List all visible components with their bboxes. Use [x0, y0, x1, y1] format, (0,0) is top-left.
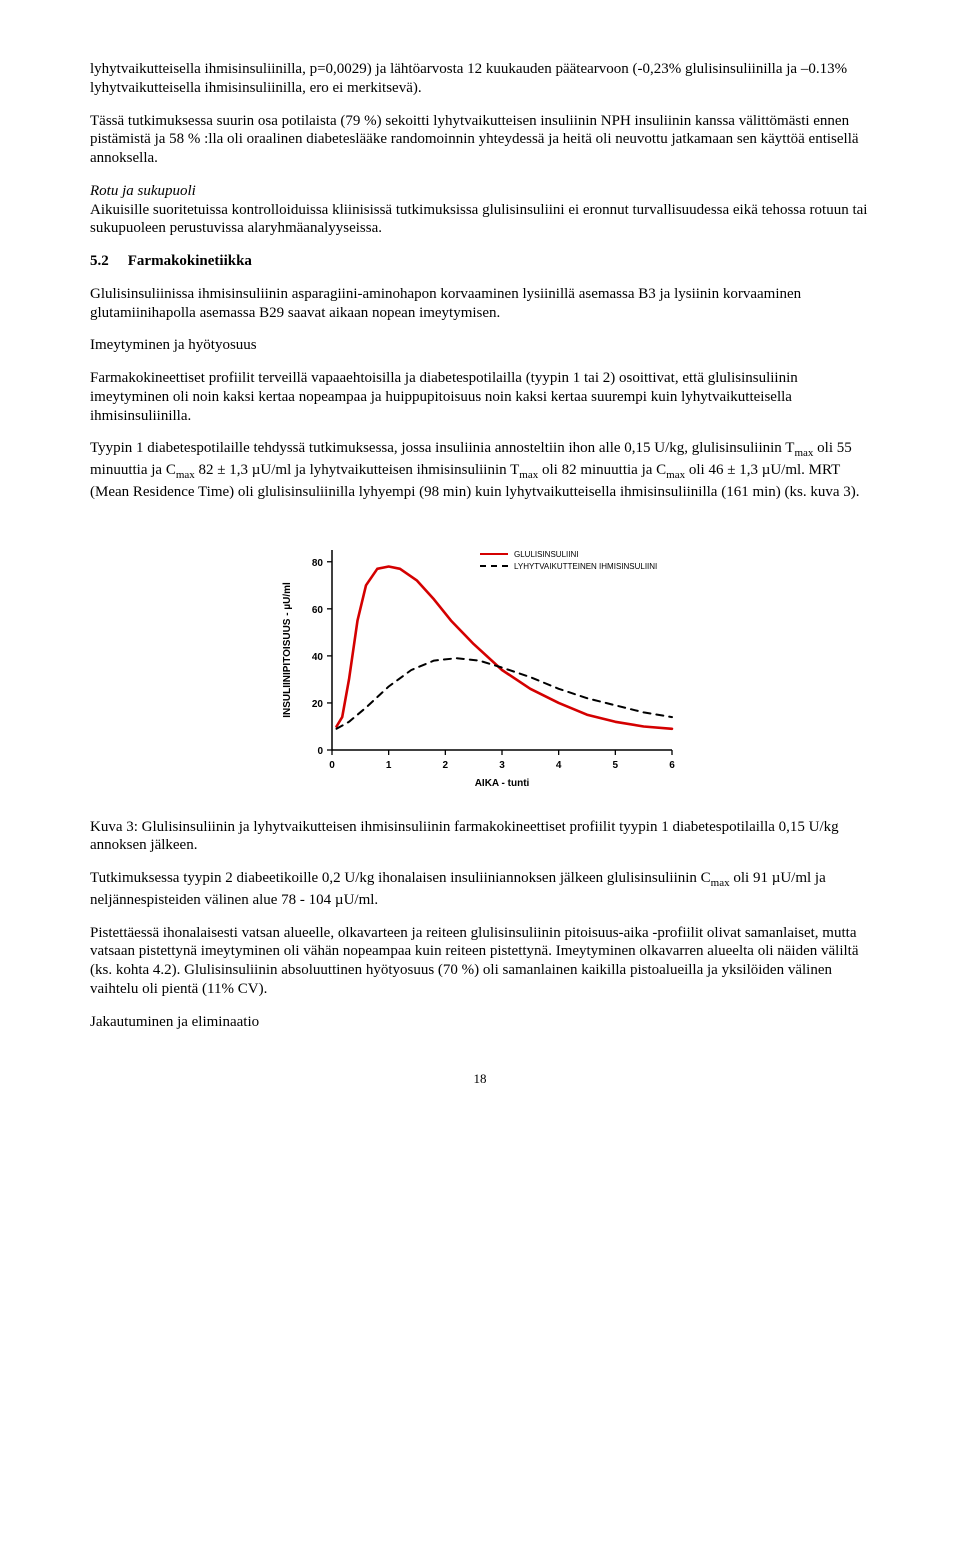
text-run: 82 ± 1,3 µU/ml ja lyhytvaikutteisen ihmi… [195, 462, 520, 478]
subscript: max [519, 469, 538, 481]
paragraph: Jakautuminen ja eliminaatio [90, 1013, 870, 1032]
section-number: 5.2 [90, 252, 124, 271]
svg-text:60: 60 [312, 604, 324, 615]
paragraph: Tutkimuksessa tyypin 2 diabeetikoille 0,… [90, 869, 870, 910]
text-run: Tyypin 1 diabetespotilaille tehdyssä tut… [90, 440, 794, 456]
section-heading: 5.2 Farmakokinetiikka [90, 252, 870, 271]
paragraph: Glulisinsuliinissa ihmisinsuliinin aspar… [90, 285, 870, 323]
paragraph: Imeytyminen ja hyötyosuus [90, 336, 870, 355]
svg-text:5: 5 [613, 760, 619, 771]
svg-text:6: 6 [669, 760, 675, 771]
svg-text:AIKA - tunti: AIKA - tunti [475, 778, 530, 789]
svg-text:2: 2 [443, 760, 449, 771]
svg-text:0: 0 [329, 760, 335, 771]
subscript: max [176, 469, 195, 481]
pk-profile-chart: 0 20 40 60 80 0 1 2 3 4 5 6 INSULIINIPITOISUUS - µU/… [270, 532, 690, 792]
svg-text:4: 4 [556, 760, 562, 771]
svg-text:3: 3 [499, 760, 505, 771]
text-run: oli 82 minuuttia ja C [538, 462, 666, 478]
chart-svg: 0 20 40 60 80 0 1 2 3 4 5 6 INSULIINIPITOISUUS - µU/… [270, 532, 690, 792]
paragraph: Tässä tutkimuksessa suurin osa potilaist… [90, 112, 870, 168]
svg-text:INSULIINIPITOISUUS - µU/ml: INSULIINIPITOISUUS - µU/ml [282, 581, 293, 717]
svg-text:40: 40 [312, 651, 324, 662]
inline-heading: Rotu ja sukupuoli [90, 183, 196, 199]
figure-caption: Kuva 3: Glulisinsuliinin ja lyhytvaikutt… [90, 818, 870, 856]
text-run: Tutkimuksessa tyypin 2 diabeetikoille 0,… [90, 870, 711, 886]
subscript: max [666, 469, 685, 481]
subscript: max [794, 447, 813, 459]
svg-text:0: 0 [317, 746, 323, 757]
paragraph-body: Aikuisille suoritetuissa kontrolloiduiss… [90, 202, 867, 237]
paragraph: Rotu ja sukupuoli Aikuisille suoritetuis… [90, 182, 870, 238]
paragraph: lyhytvaikutteisella ihmisinsuliinilla, p… [90, 60, 870, 98]
paragraph: Pistettäessä ihonalaisesti vatsan alueel… [90, 924, 870, 999]
svg-text:GLULISINSULIINI: GLULISINSULIINI [514, 550, 578, 559]
svg-text:1: 1 [386, 760, 392, 771]
svg-text:LYHYTVAIKUTTEINEN IHMISINSULII: LYHYTVAIKUTTEINEN IHMISINSULIINI [514, 562, 657, 571]
page-number: 18 [90, 1071, 870, 1087]
paragraph: Tyypin 1 diabetespotilaille tehdyssä tut… [90, 439, 870, 501]
svg-text:20: 20 [312, 698, 324, 709]
paragraph: Farmakokineettiset profiilit terveillä v… [90, 369, 870, 425]
subscript: max [711, 877, 730, 889]
section-title: Farmakokinetiikka [128, 253, 252, 269]
svg-text:80: 80 [312, 557, 324, 568]
